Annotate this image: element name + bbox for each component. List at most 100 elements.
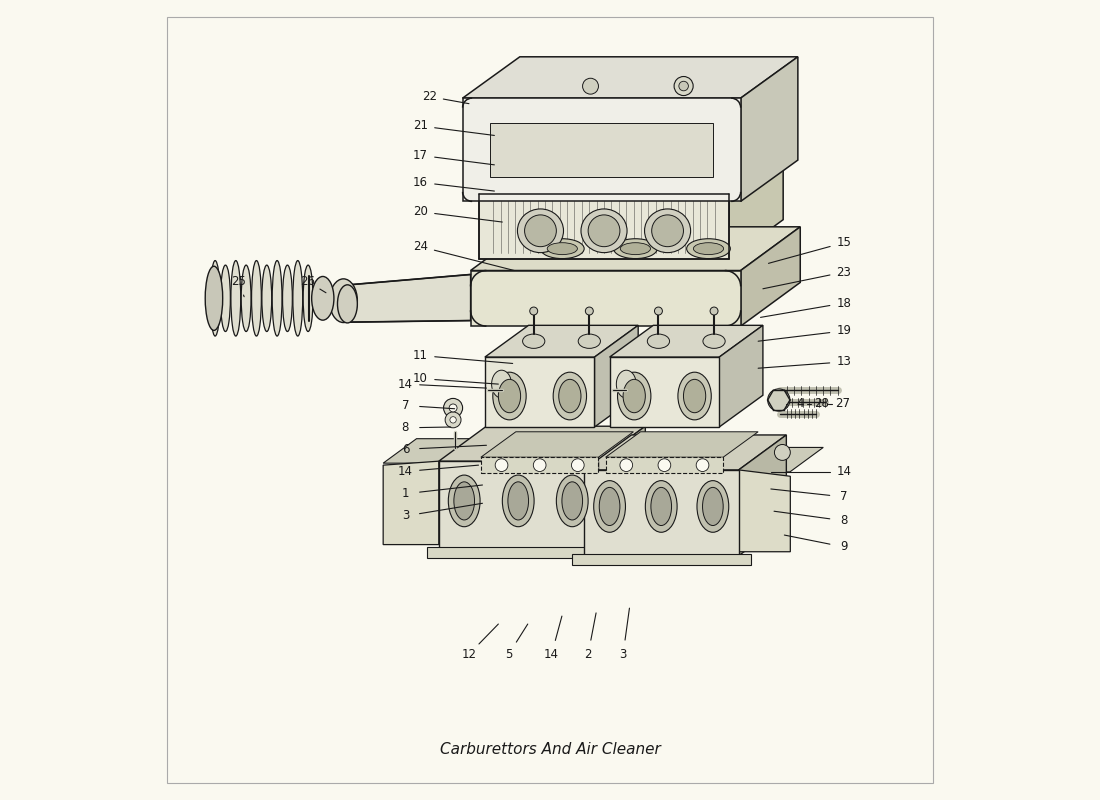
Ellipse shape [498, 379, 520, 413]
Ellipse shape [522, 334, 544, 348]
Ellipse shape [241, 265, 251, 331]
Polygon shape [740, 227, 801, 326]
Ellipse shape [293, 261, 303, 336]
Text: Carburettors And Air Cleaner: Carburettors And Air Cleaner [440, 742, 660, 757]
Polygon shape [606, 457, 723, 473]
Ellipse shape [647, 334, 670, 348]
Ellipse shape [581, 209, 627, 253]
Text: 15: 15 [836, 236, 851, 250]
Ellipse shape [646, 481, 678, 532]
Text: 3: 3 [402, 510, 409, 522]
Polygon shape [439, 461, 597, 549]
Text: 26: 26 [300, 275, 316, 288]
Polygon shape [349, 274, 471, 322]
Ellipse shape [540, 238, 584, 258]
Ellipse shape [262, 265, 272, 331]
Text: 16: 16 [412, 176, 428, 189]
Ellipse shape [651, 487, 671, 526]
Polygon shape [471, 270, 740, 326]
Text: 20: 20 [414, 206, 428, 218]
Circle shape [674, 77, 693, 95]
Ellipse shape [585, 307, 593, 315]
Polygon shape [738, 447, 823, 472]
Polygon shape [729, 154, 783, 259]
Ellipse shape [508, 482, 529, 520]
Ellipse shape [454, 482, 474, 520]
Polygon shape [383, 438, 472, 463]
Text: 14: 14 [544, 648, 559, 661]
Text: 23: 23 [836, 266, 851, 278]
Text: 3: 3 [619, 648, 627, 661]
Ellipse shape [449, 475, 480, 526]
Text: 14: 14 [836, 465, 851, 478]
Ellipse shape [553, 372, 586, 420]
Ellipse shape [304, 265, 313, 331]
Polygon shape [478, 194, 729, 259]
Text: 2: 2 [584, 648, 592, 661]
Circle shape [495, 458, 508, 471]
Polygon shape [609, 326, 763, 357]
Text: 17: 17 [412, 149, 428, 162]
Text: 24: 24 [412, 240, 428, 253]
Ellipse shape [231, 261, 241, 336]
Ellipse shape [530, 307, 538, 315]
Ellipse shape [693, 242, 724, 254]
Polygon shape [439, 426, 646, 461]
Circle shape [696, 458, 708, 471]
Polygon shape [606, 432, 758, 457]
Ellipse shape [562, 482, 583, 520]
Ellipse shape [517, 209, 563, 253]
Polygon shape [491, 122, 713, 177]
Text: 14: 14 [398, 378, 412, 390]
Circle shape [449, 404, 458, 412]
Text: 6: 6 [402, 442, 409, 456]
Ellipse shape [559, 379, 581, 413]
Ellipse shape [272, 261, 282, 336]
Ellipse shape [654, 307, 662, 315]
Circle shape [443, 398, 463, 418]
Circle shape [534, 458, 546, 471]
Polygon shape [572, 554, 750, 566]
Ellipse shape [686, 238, 730, 258]
Ellipse shape [221, 265, 230, 331]
Polygon shape [383, 461, 439, 545]
Ellipse shape [620, 242, 650, 254]
Ellipse shape [525, 215, 557, 246]
Polygon shape [478, 154, 783, 194]
Ellipse shape [311, 277, 334, 320]
Circle shape [679, 82, 689, 91]
Ellipse shape [588, 215, 620, 246]
Ellipse shape [678, 372, 712, 420]
Polygon shape [584, 470, 739, 556]
Polygon shape [740, 57, 798, 202]
Text: 27: 27 [835, 398, 850, 410]
Circle shape [620, 458, 632, 471]
Text: 4: 4 [796, 398, 804, 410]
Text: 1: 1 [402, 487, 409, 500]
Ellipse shape [697, 481, 729, 532]
Ellipse shape [616, 370, 636, 398]
Text: 5: 5 [505, 648, 513, 661]
Text: 28: 28 [814, 398, 829, 410]
Polygon shape [471, 227, 801, 270]
Ellipse shape [594, 481, 626, 532]
Text: 14: 14 [398, 465, 412, 478]
Polygon shape [481, 432, 634, 457]
Circle shape [774, 445, 790, 460]
Polygon shape [584, 435, 786, 470]
Text: 7: 7 [402, 399, 409, 412]
Ellipse shape [252, 261, 262, 336]
Text: 8: 8 [840, 514, 848, 527]
Text: 19: 19 [836, 324, 851, 338]
Ellipse shape [614, 238, 658, 258]
Ellipse shape [703, 487, 723, 526]
Text: 18: 18 [836, 297, 851, 310]
Polygon shape [427, 547, 609, 558]
Text: 25: 25 [231, 275, 246, 288]
Polygon shape [739, 470, 790, 552]
Text: 22: 22 [421, 90, 437, 103]
Circle shape [658, 458, 671, 471]
Polygon shape [739, 435, 786, 556]
Ellipse shape [338, 285, 358, 323]
Circle shape [572, 458, 584, 471]
